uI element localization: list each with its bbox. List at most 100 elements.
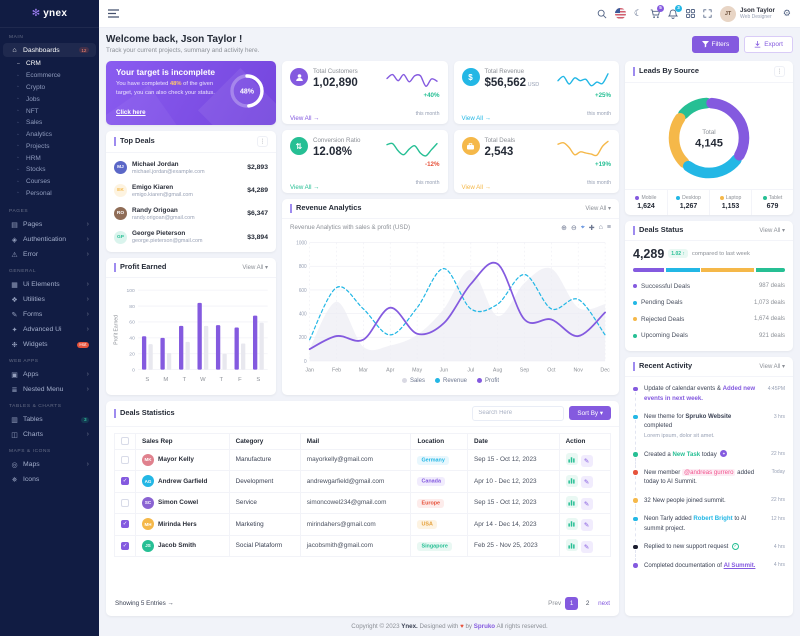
top-deal-item[interactable]: RO Randy Origoan randy.origoan@gmail.com $6… (114, 202, 268, 225)
menu-toggle-icon[interactable] (108, 9, 119, 18)
deal-chart-button[interactable] (565, 453, 578, 466)
sidebar-subitem-nft[interactable]: ◦ NFT (17, 107, 39, 115)
column-header-location[interactable]: Location (410, 432, 469, 450)
export-button[interactable]: Export (744, 35, 793, 53)
sidebar-item-nested-menu[interactable]: ≣ Nested Menu › (11, 386, 89, 394)
sidebar-subitem-crm[interactable]: – CRM (17, 60, 41, 68)
settings-gear-icon[interactable]: ⚙ (782, 8, 791, 18)
cart-icon[interactable]: 5 (650, 4, 665, 19)
sidebar-subitem-courses[interactable]: ◦ Courses (17, 178, 51, 186)
sidebar-subitem-personal[interactable]: ◦ Personal (17, 189, 52, 197)
sidebar-item-icons[interactable]: ✵ Icons (11, 476, 40, 484)
sidebar-item-ui-elements[interactable]: ▦ Ui Elements › (11, 281, 89, 289)
spruko-link[interactable]: Spruko (473, 623, 496, 630)
row-checkbox[interactable]: ✓ (121, 520, 129, 529)
notifications-bell-icon[interactable]: 3 (668, 4, 683, 19)
activity-time: 22 hrs (771, 451, 785, 458)
language-us-flag-icon[interactable] (614, 8, 626, 19)
select-all-checkbox[interactable] (121, 437, 129, 446)
sidebar: ✻ ynex MAIN ⌂ Dashboards 12 – CRM ◦ Ecommerce ◦ C… (0, 0, 99, 636)
sidebar-item-authentication[interactable]: ◈ Authentication › (11, 236, 89, 244)
click-here-link[interactable]: Click here (116, 108, 146, 116)
deal-chart-button[interactable] (565, 539, 578, 552)
sidebar-item-apps[interactable]: ▣ Apps › (11, 371, 89, 379)
svg-text:600: 600 (299, 288, 307, 294)
sidebar-item-pages[interactable]: ▤ Pages › (11, 221, 89, 229)
top-deal-item[interactable]: EK Emigo Kiaren emigo.kiaren@gmail.com $4,2… (114, 179, 268, 202)
card-menu-dots-icon[interactable]: ⋮ (774, 66, 785, 77)
deal-edit-button[interactable]: ✎ (580, 519, 593, 532)
filters-button[interactable]: Filters (691, 35, 740, 53)
top-deal-item[interactable]: GP George Pieterson george.pieterson@gmail… (114, 226, 268, 249)
search-input[interactable] (472, 405, 565, 421)
apps-grid-icon[interactable] (686, 9, 695, 18)
view-all-link[interactable]: View All → (290, 183, 320, 191)
row-checkbox[interactable]: ✓ (121, 541, 129, 550)
zoom-selection-icon[interactable]: ⌖ (580, 223, 585, 231)
deal-edit-button[interactable]: ✎ (580, 454, 593, 467)
prev-page-button[interactable]: Prev (548, 600, 562, 607)
view-all-link[interactable]: View All → (290, 114, 320, 122)
chart-menu-icon[interactable]: ≡ (606, 223, 611, 231)
zoom-out-icon[interactable]: ⊖ (570, 224, 577, 232)
sidebar-subitem-crypto[interactable]: ◦ Crypto (17, 83, 46, 91)
sidebar-item-forms[interactable]: ✎ Forms › (11, 311, 89, 319)
row-checkbox[interactable]: ✓ (121, 477, 129, 486)
zoom-in-icon[interactable]: ⊕ (561, 224, 567, 232)
sidebar-item-charts[interactable]: ◫ Charts › (11, 431, 89, 439)
sidebar-subitem-jobs[interactable]: ◦ Jobs (17, 95, 40, 103)
page-button-1[interactable]: 1 (565, 597, 579, 610)
sidebar-subitem-sales[interactable]: ◦ Sales (17, 119, 43, 127)
deal-chart-button[interactable] (565, 496, 578, 509)
dashboards-icon: ⌂ (12, 46, 17, 54)
top-deal-item[interactable]: MJ Michael Jordan michael.jordan@example.c… (114, 156, 268, 179)
sidebar-item-widgets[interactable]: ❉ Widgets Hot (3, 337, 96, 352)
sort-by-button[interactable]: Sort By ▾ (569, 406, 611, 421)
next-page-button[interactable]: next (598, 600, 610, 607)
view-all-link[interactable]: View All → (461, 114, 491, 122)
sidebar-subitem-analytics[interactable]: ◦ Analytics (17, 131, 53, 139)
revenue-view-all-dropdown[interactable]: View All ▾ (585, 205, 611, 212)
column-header-date[interactable]: Date (467, 432, 560, 450)
svg-text:Sep: Sep (520, 367, 529, 373)
sidebar-item-maps[interactable]: ◎ Maps › (11, 461, 89, 469)
sidebar-item-dashboards[interactable]: ⌂ Dashboards 12 (3, 43, 96, 57)
view-all-link[interactable]: View All → (461, 183, 491, 191)
card-menu-dots-icon[interactable]: ⋮ (257, 136, 268, 147)
dark-mode-moon-icon[interactable]: ☾ (633, 8, 643, 18)
deal-edit-button[interactable]: ✎ (580, 497, 593, 510)
reset-zoom-home-icon[interactable]: ⌂ (598, 223, 603, 231)
sidebar-item-advanced-ui[interactable]: ✦ Advanced Ui › (11, 326, 89, 334)
sidebar-subitem-projects[interactable]: ◦ Projects (17, 142, 50, 150)
sidebar-badge: 12 (78, 47, 89, 53)
row-checkbox[interactable] (121, 455, 129, 464)
deal-chart-button[interactable] (565, 474, 578, 487)
fullscreen-icon[interactable] (703, 9, 712, 18)
avatar: SC (142, 496, 154, 509)
row-checkbox[interactable] (121, 498, 129, 507)
profit-view-all-dropdown[interactable]: View All ▾ (242, 264, 268, 271)
sidebar-subitem-stocks[interactable]: ◦ Stocks (17, 166, 46, 174)
pan-icon[interactable]: ✚ (588, 224, 595, 232)
user-menu[interactable]: JT Json Taylor Web Designer (720, 5, 775, 22)
chevron-right-icon: › (86, 311, 89, 319)
svg-text:T: T (183, 377, 187, 383)
brand-logo[interactable]: ✻ ynex (0, 0, 99, 28)
column-header-category[interactable]: Category (228, 432, 301, 450)
deal-chart-button[interactable] (565, 517, 578, 530)
activity-view-all-dropdown[interactable]: View All ▾ (759, 364, 785, 371)
sidebar-item-utilities[interactable]: ❖ Utilities › (11, 296, 89, 304)
deal-edit-button[interactable]: ✎ (580, 540, 593, 553)
search-icon[interactable] (597, 9, 607, 19)
page-button-2[interactable]: 2 (585, 600, 590, 607)
deal-edit-button[interactable]: ✎ (580, 476, 593, 489)
deals-status-view-all-dropdown[interactable]: View All ▾ (759, 227, 785, 234)
column-header-mail[interactable]: Mail (299, 432, 412, 450)
sidebar-subitem-ecommerce[interactable]: ◦ Ecommerce (17, 72, 61, 80)
brand-name: ynex (43, 8, 68, 19)
column-header-action[interactable]: Action (558, 432, 612, 450)
sidebar-item-error[interactable]: ⚠ Error › (11, 251, 89, 259)
sidebar-subitem-hrm[interactable]: ◦ HRM (17, 154, 41, 162)
sidebar-item-tables[interactable]: ▥ Tables 3 (3, 412, 96, 427)
column-header-sales-rep[interactable]: Sales Rep (135, 432, 230, 450)
